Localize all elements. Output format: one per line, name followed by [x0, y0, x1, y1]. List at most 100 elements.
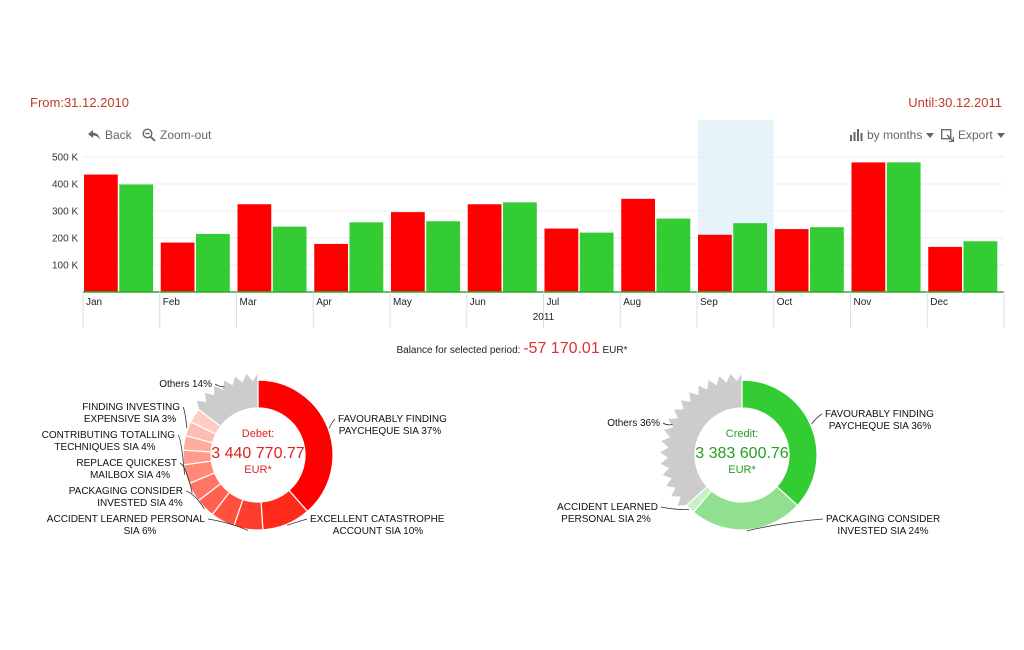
debit-bar[interactable]: [467, 204, 502, 292]
credit-slice-label: PACKAGING CONSIDER: [826, 514, 940, 525]
x-category-label: Jul: [547, 297, 560, 308]
debit-center-value: 3 440 770.77: [211, 445, 305, 462]
debit-label-connector: [214, 383, 225, 388]
credit-slice[interactable]: [741, 379, 818, 507]
debit-label-connector: [179, 462, 193, 494]
back-label: Back: [105, 128, 132, 142]
credit-center-unit: EUR*: [728, 464, 756, 476]
debit-label-connector: [286, 518, 308, 526]
credit-slice[interactable]: [657, 369, 743, 508]
credit-bar[interactable]: [272, 226, 307, 292]
debit-slice-label: EXCELLENT CATASTROPHE: [310, 514, 445, 525]
credit-slice-label: FAVOURABLY FINDING: [825, 409, 934, 420]
credit-bar[interactable]: [963, 241, 998, 292]
credit-label-connector: [660, 506, 690, 511]
credit-slice-label: Others 36%: [607, 418, 660, 429]
group-by-label: by months: [867, 128, 923, 142]
x-category-label: Feb: [163, 297, 181, 308]
y-tick-label: 200 K: [52, 234, 78, 245]
debit-bar[interactable]: [928, 246, 963, 292]
credit-bar[interactable]: [119, 184, 154, 292]
x-category-label: Jan: [86, 297, 102, 308]
debit-label-connector: [185, 490, 205, 509]
debit-bar[interactable]: [160, 242, 195, 292]
credit-label-connector: [811, 413, 823, 425]
credit-bar[interactable]: [426, 221, 461, 292]
debit-bar[interactable]: [774, 229, 809, 292]
credit-bar[interactable]: [886, 162, 921, 292]
chart-toolbar: Back Zoom-out by months Export: [85, 128, 1005, 146]
credit-bar[interactable]: [733, 223, 768, 292]
debit-bar[interactable]: [544, 228, 579, 292]
credit-bar[interactable]: [810, 227, 844, 292]
debit-slice-label: PACKAGING CONSIDER: [69, 486, 183, 497]
back-button[interactable]: Back: [87, 128, 132, 142]
export-icon: [941, 128, 954, 142]
x-category-label: Nov: [854, 297, 872, 308]
debit-label-connector: [182, 406, 188, 429]
debit-slice-label: MAILBOX SIA 4%: [90, 470, 170, 481]
debit-slice-label: REPLACE QUICKEST: [76, 458, 177, 469]
monthly-bar-chart: 100 K 200 K 300 K 400 K 500 K Jan Feb Mar Apr May…: [52, 120, 1005, 328]
debit-bar[interactable]: [391, 212, 425, 292]
period-from: From:31.12.2010: [30, 95, 130, 110]
debit-center-unit: EUR*: [244, 464, 272, 476]
debit-bar[interactable]: [851, 162, 886, 292]
balance-unit: EUR*: [602, 345, 628, 356]
debit-slice-label: EXPENSIVE SIA 3%: [84, 414, 176, 425]
balance-summary: Balance for selected period: -57 170.01 …: [0, 340, 1024, 358]
debit-slice-label: ACCIDENT LEARNED PERSONAL: [47, 514, 206, 525]
zoom-out-label: Zoom-out: [160, 128, 212, 142]
debit-slice-label: TECHNIQUES SIA 4%: [54, 442, 155, 453]
debit-slice-label: INVESTED SIA 4%: [97, 498, 183, 509]
x-category-label: Sep: [700, 297, 718, 308]
debit-slice[interactable]: [257, 379, 334, 513]
x-category-label: Aug: [623, 297, 641, 308]
debit-donut-chart: Debet: 3 440 770.77 EUR* FAVOURABLY FINDING…: [42, 369, 940, 537]
x-category-label: Jun: [470, 297, 486, 308]
debit-bar[interactable]: [237, 204, 272, 292]
credit-bar[interactable]: [196, 233, 230, 292]
y-tick-label: 400 K: [52, 180, 78, 191]
export-dropdown[interactable]: Export: [941, 128, 1005, 142]
export-label: Export: [958, 128, 993, 142]
debit-label-connector: [207, 518, 249, 531]
debit-slice-label: CONTRIBUTING TOTALLING: [42, 430, 176, 441]
chevron-down-icon: [926, 132, 935, 138]
period-until: Until:30.12.2011: [908, 95, 1002, 110]
credit-slice-label: PERSONAL SIA 2%: [561, 514, 651, 525]
zoom-out-button[interactable]: Zoom-out: [142, 128, 211, 142]
group-by-dropdown[interactable]: by months: [850, 128, 935, 142]
debit-bar[interactable]: [621, 198, 656, 292]
debit-label-connector: [328, 418, 336, 429]
x-category-label: Dec: [930, 297, 948, 308]
debit-label-connector: [177, 434, 185, 475]
debit-slice-label: Others 14%: [159, 379, 212, 390]
credit-label-connector: [662, 422, 673, 426]
bar-chart-icon: [850, 129, 863, 141]
debit-bar[interactable]: [314, 243, 349, 292]
y-tick-label: 100 K: [52, 261, 78, 272]
x-category-label: Mar: [240, 297, 258, 308]
credit-bar[interactable]: [656, 218, 691, 292]
debit-bar[interactable]: [698, 234, 732, 292]
debit-slice-label: FINDING INVESTING: [82, 402, 180, 413]
credit-center-value: 3 383 600.76: [695, 445, 789, 462]
debit-slice-label: SIA 6%: [124, 526, 157, 537]
credit-label-connector: [746, 518, 824, 532]
x-category-label: Apr: [316, 297, 332, 308]
credit-bar[interactable]: [579, 232, 614, 292]
zoom-out-icon: [142, 128, 156, 142]
debit-slice-label: FAVOURABLY FINDING: [338, 414, 447, 425]
credit-slice-label: ACCIDENT LEARNED: [557, 502, 658, 513]
credit-bar[interactable]: [349, 222, 384, 292]
y-tick-label: 300 K: [52, 207, 78, 218]
chevron-down-icon: [996, 132, 1005, 138]
y-tick-label: 500 K: [52, 153, 78, 164]
debit-center-title: Debet:: [242, 428, 274, 440]
credit-slice-label: INVESTED SIA 24%: [837, 526, 928, 537]
debit-bar[interactable]: [84, 174, 118, 292]
debit-slice[interactable]: [195, 369, 259, 428]
credit-bar[interactable]: [503, 202, 537, 292]
credit-center-title: Credit:: [726, 428, 758, 440]
